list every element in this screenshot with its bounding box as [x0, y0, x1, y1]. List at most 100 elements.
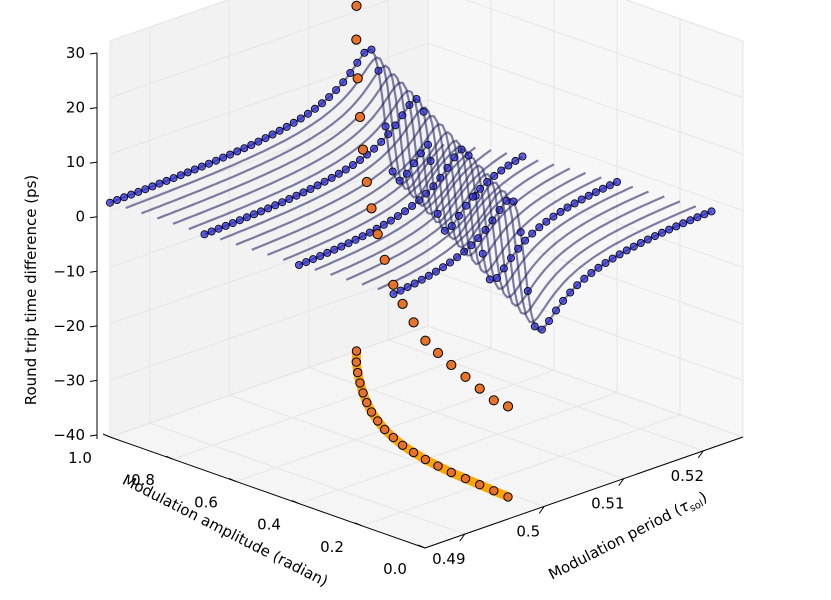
curve-marker	[605, 181, 614, 190]
curve-marker	[337, 242, 346, 251]
curve-line	[377, 189, 697, 323]
curve-marker	[423, 140, 432, 149]
curve-marker	[256, 207, 265, 216]
floor-projection-point	[366, 407, 377, 417]
floor-projection-point	[503, 492, 513, 502]
curve-marker	[613, 177, 622, 186]
curve-marker	[299, 188, 308, 197]
y-tick-label: 0.6	[194, 493, 218, 511]
gridline-delay-5	[109, 42, 744, 155]
floor-projection-point	[373, 416, 383, 426]
curve-marker	[325, 93, 334, 102]
curve-amplitude-0.85	[156, 72, 476, 220]
curve-marker	[341, 165, 350, 174]
curve-marker	[388, 167, 397, 176]
resonance-point	[446, 359, 457, 371]
resonance-point	[357, 144, 369, 155]
resonance-point	[420, 335, 431, 346]
curve-marker	[207, 227, 216, 236]
curve-marker	[485, 275, 494, 284]
curve-line	[330, 164, 649, 299]
curve-marker	[242, 213, 251, 222]
curve-marker	[693, 213, 702, 222]
curve-marker	[528, 229, 537, 238]
y-tick	[228, 477, 237, 482]
curve-marker	[700, 210, 709, 219]
curve-marker	[351, 235, 360, 244]
curve-marker	[537, 325, 546, 334]
curve-marker	[226, 150, 235, 159]
gridline-delay-1	[109, 268, 744, 381]
curve-marker	[113, 195, 122, 204]
resonance-point	[432, 347, 444, 359]
curve-marker	[176, 171, 185, 180]
curve-marker	[594, 263, 603, 272]
curve-marker	[233, 147, 242, 156]
z-tick-label: 10	[66, 153, 85, 171]
curve-marker	[219, 153, 228, 162]
curve-marker	[521, 236, 530, 245]
curve-marker	[542, 217, 551, 226]
curve-marker	[228, 219, 237, 228]
curve-marker	[453, 253, 462, 262]
curve-marker	[309, 255, 318, 264]
curve-marker	[289, 118, 298, 127]
curve-marker	[573, 281, 582, 290]
curve-marker	[686, 216, 695, 225]
gridline-delay-7	[109, 0, 744, 42]
curve-marker	[403, 283, 412, 292]
curve-marker	[651, 232, 660, 241]
curve-marker	[518, 152, 527, 161]
axis-lines	[96, 53, 744, 549]
curve-marker	[155, 179, 164, 188]
curve-marker	[285, 194, 294, 203]
x-tick-label: 0.52	[671, 467, 704, 485]
axis-ticks: 0.49 0.5 0.51 0.52 0.0 0.2 0.4 0.6 0.8 1.0 −40 −30 −…	[53, 44, 704, 578]
curve-amplitude-0.75	[188, 89, 508, 231]
curve-marker	[514, 244, 523, 253]
curve-amplitude-0.65	[219, 106, 539, 241]
curve-amplitude-0.7	[200, 95, 527, 239]
curve-marker	[360, 48, 369, 57]
curve-marker	[120, 193, 129, 202]
curve-marker	[506, 254, 515, 263]
y-tick-label: 1.0	[68, 449, 92, 467]
curve-marker	[330, 245, 339, 254]
curve-marker	[424, 271, 433, 280]
curve-marker	[310, 104, 319, 113]
curve-line	[172, 81, 492, 225]
curve-marker	[282, 122, 291, 131]
resonance-point	[397, 298, 408, 309]
y-tick-label: 0.2	[320, 538, 344, 556]
floor-projection-point	[355, 378, 365, 388]
curve-marker	[240, 144, 249, 153]
curve-amplitude-0.95	[125, 56, 445, 210]
curve-amplitude-0.9	[141, 64, 461, 215]
z-tick	[89, 161, 98, 164]
z-tick	[89, 379, 98, 382]
y-tick	[291, 500, 300, 505]
curve-marker	[339, 78, 348, 87]
resonance-point	[351, 0, 362, 11]
curve-line	[282, 139, 602, 274]
curve-marker	[221, 221, 230, 230]
x-axis-line	[424, 436, 744, 549]
curve-marker	[367, 45, 376, 54]
curve-marker	[665, 225, 674, 234]
resonance-points	[351, 0, 514, 502]
curve-marker	[358, 232, 367, 241]
curve-marker	[200, 230, 209, 239]
curve-marker	[409, 159, 418, 168]
curve-marker	[483, 177, 492, 186]
x-tick	[697, 450, 704, 459]
z-tick-label: −10	[53, 262, 85, 280]
y-tick	[354, 522, 363, 527]
resonance-curves	[106, 45, 716, 334]
x-tick-label: 0.49	[432, 550, 465, 568]
curve-marker	[332, 86, 341, 95]
curve-marker	[530, 322, 539, 331]
z-tick-label: −30	[53, 371, 85, 389]
curve-marker	[162, 176, 171, 185]
resonance-point	[408, 317, 419, 328]
